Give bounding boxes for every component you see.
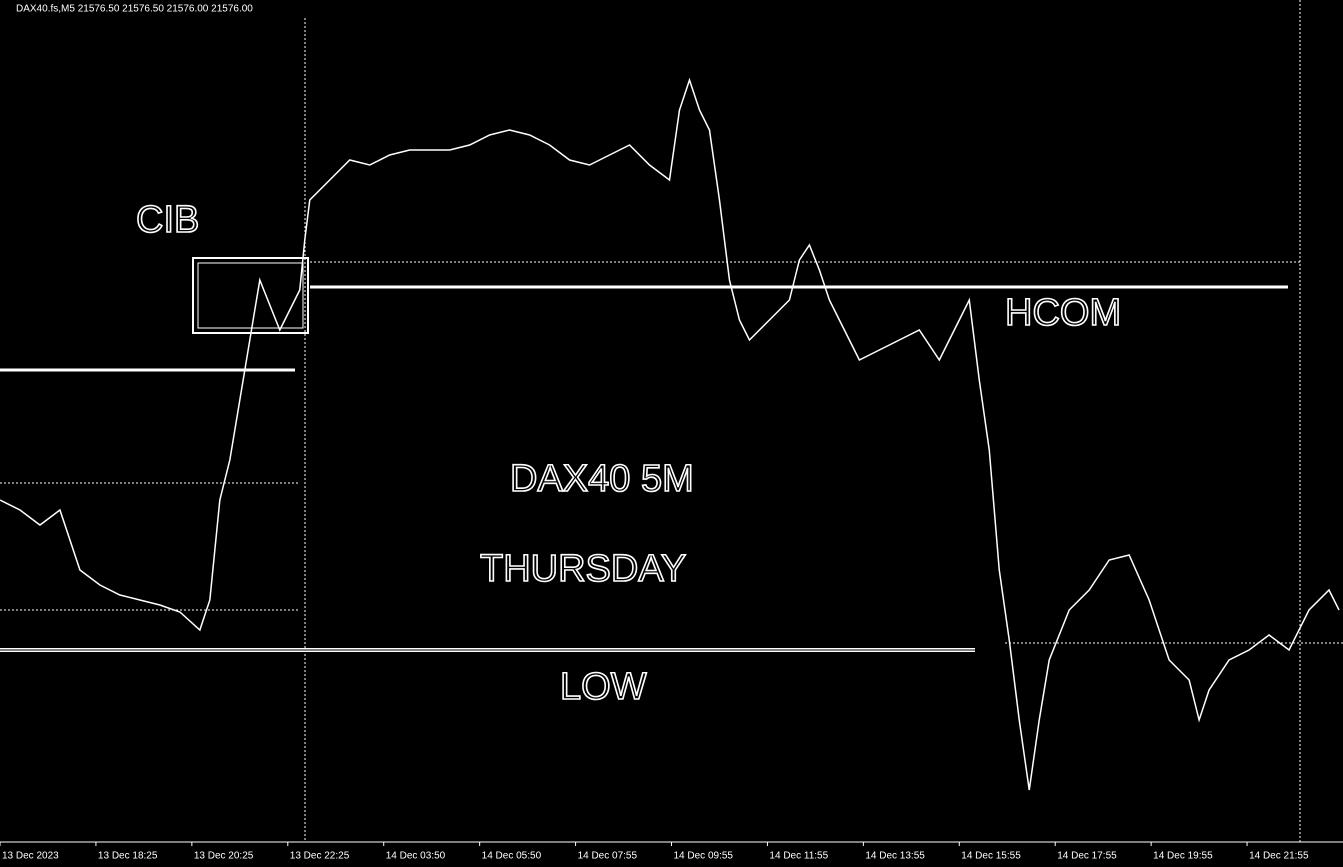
x-tick-label: 14 Dec 07:55 [578, 851, 638, 862]
annotation: DAX40 5M [510, 458, 694, 500]
annotation: THURSDAY [480, 548, 686, 590]
x-tick-label: 14 Dec 03:50 [386, 851, 446, 862]
cib-box-inner [197, 262, 304, 329]
cib-box [192, 257, 309, 334]
price-line [0, 77, 1340, 791]
x-tick-label: 14 Dec 13:55 [865, 851, 925, 862]
annotation: HCOM [1005, 292, 1121, 334]
x-tick-label: 14 Dec 17:55 [1057, 851, 1117, 862]
x-tick-label: 13 Dec 22:25 [290, 851, 350, 862]
x-tick-label: 14 Dec 09:55 [674, 851, 734, 862]
x-tick-label: 14 Dec 11:55 [769, 851, 828, 862]
x-tick-label: 14 Dec 05:50 [482, 851, 542, 862]
x-tick-label: 14 Dec 19:55 [1153, 851, 1213, 862]
x-tick-label: 14 Dec 15:55 [961, 851, 1021, 862]
annotation: LOW [560, 666, 647, 708]
x-tick-label: 14 Dec 21:55 [1249, 851, 1309, 862]
x-tick-label: 13 Dec 18:25 [98, 851, 158, 862]
x-tick-label: 13 Dec 2023 [2, 851, 59, 862]
annotation: CIB [136, 199, 199, 241]
x-tick-label: 13 Dec 20:25 [194, 851, 254, 862]
chart-title: DAX40.fs,M5 21576.50 21576.50 21576.00 2… [16, 4, 253, 15]
